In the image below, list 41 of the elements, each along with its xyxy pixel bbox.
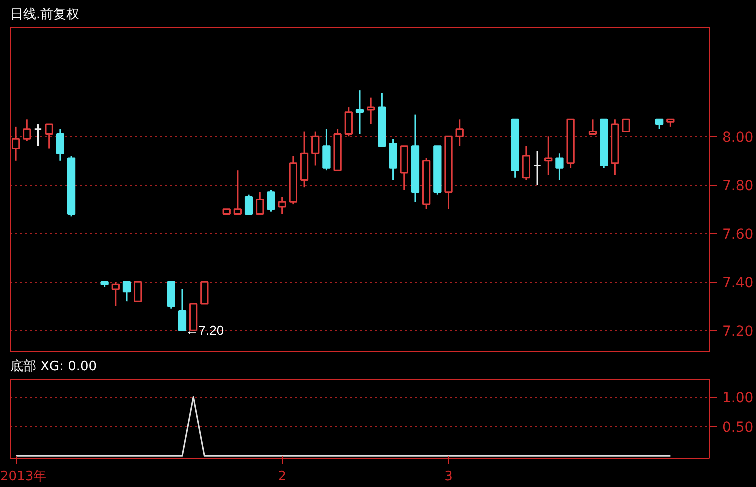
y-tick-label: 7.80 (722, 178, 754, 195)
candlestick (344, 106, 353, 138)
y-tick-label: 1.00 (722, 390, 754, 407)
y-tick-label: 8.00 (722, 130, 754, 146)
x-tick-label: 3 (444, 470, 453, 484)
y-tick-label: 7.20 (722, 324, 754, 340)
candlestick (122, 281, 132, 302)
candlestick (588, 118, 598, 135)
candlestick (622, 118, 630, 133)
candlestick (178, 288, 187, 332)
y-tick-label: 7.60 (722, 227, 754, 244)
x-tick-label: 2013年 (0, 470, 47, 484)
candlestick (533, 150, 542, 186)
candlestick (56, 128, 65, 162)
candlestick (278, 196, 286, 216)
candlestick (134, 281, 142, 302)
candlestick (322, 128, 331, 172)
candlestick (234, 170, 242, 216)
candlestick (456, 118, 464, 148)
x-tick-label: 2 (278, 470, 286, 484)
candlestick (45, 124, 54, 150)
y-tick-label: 7.40 (722, 276, 754, 292)
candlestick (267, 189, 276, 213)
chart-title: 底部 XG: 0.00 (10, 360, 98, 374)
candlestick (244, 194, 254, 216)
candlestick (312, 131, 320, 166)
candlestick (522, 146, 531, 182)
candlestick (556, 152, 564, 182)
candlestick (112, 281, 120, 308)
candlestick (367, 97, 376, 126)
chart-title: 日线.前复权 (10, 8, 80, 22)
candlestick (544, 136, 553, 176)
y-tick-label: 0.50 (722, 420, 754, 436)
candlestick (12, 126, 20, 162)
candlestick (23, 118, 32, 142)
candlestick (34, 124, 42, 148)
candlestick (256, 192, 264, 216)
annotation: ←7.20 (186, 323, 224, 338)
candlestick (200, 281, 209, 305)
candlestick (655, 118, 664, 130)
candlestick (356, 90, 364, 135)
